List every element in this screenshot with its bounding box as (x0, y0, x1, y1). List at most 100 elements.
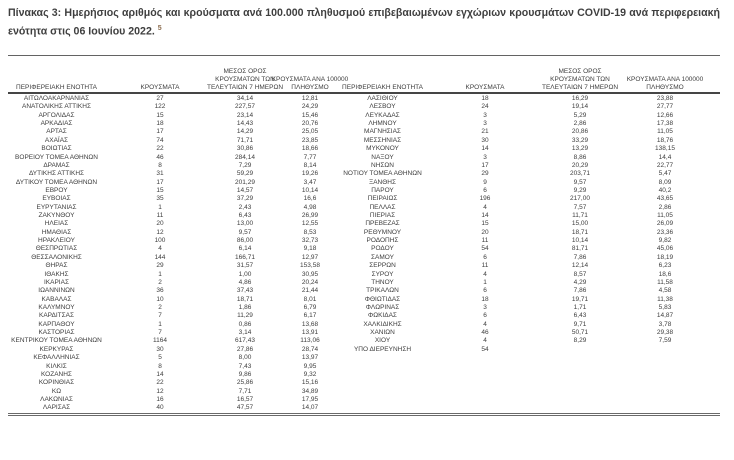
cases-cell-right: 3 (483, 120, 487, 128)
per100k-cell-right (610, 379, 720, 387)
per100k-cell-right: 45,06 (656, 245, 674, 253)
header-avg7-right: ΜΕΣΟΣ ΟΡΟΣ ΚΡΟΥΣΜΑΤΩΝ ΤΩΝ ΤΕΛΕΥΤΑΙΩΝ 7 Η… (541, 68, 619, 91)
per100k-cell-right: 17,38 (656, 120, 674, 128)
cases-cell-left: 22 (156, 379, 164, 387)
per100k-cell-left: 13,97 (301, 354, 319, 362)
cases-cell-right: 4 (483, 337, 487, 345)
per100k-cell-right: 7,59 (658, 337, 672, 345)
per100k-cell-right: 40,2 (658, 186, 672, 194)
table-header-row: ΠΕΡΙΦΕΡΕΙΑΚΗ ΕΝΟΤΗΤΑ ΚΡΟΥΣΜΑΤΑ ΜΕΣΟΣ ΟΡΟ… (8, 56, 720, 94)
cases-cell-right: 11 (481, 237, 489, 245)
region-cell-right: ΡΟΔΟΠΗΣ (366, 237, 399, 245)
cases-cell-left: 27 (156, 95, 164, 102)
avg7-cell-left: 9,57 (238, 228, 252, 236)
cases-cell-right: 196 (479, 195, 491, 203)
region-cell-left: ΛΑΡΙΣΑΣ (42, 404, 71, 412)
cases-cell-left: 74 (156, 136, 164, 144)
cases-cell-right: 6 (483, 186, 487, 194)
cases-cell-right: 21 (481, 128, 489, 136)
cases-cell-right: 24 (481, 103, 489, 111)
cases-cell-left: 11 (156, 212, 164, 220)
per100k-cell-right (610, 363, 720, 371)
region-cell-right (345, 404, 420, 412)
per100k-cell-right: 29,38 (656, 329, 674, 337)
avg7-cell-left: 3,14 (238, 329, 252, 337)
per100k-cell-right (610, 404, 720, 412)
header-avg7-left: ΜΕΣΟΣ ΟΡΟΣ ΚΡΟΥΣΜΑΤΩΝ ΤΩΝ ΤΕΛΕΥΤΑΙΩΝ 7 Η… (206, 68, 284, 91)
per100k-cell-left: 14,07 (301, 404, 319, 412)
region-cell-right: ΛΕΥΚΑΔΑΣ (365, 111, 400, 119)
region-cell-left: ΚΕΝΤΡΙΚΟΥ ΤΟΜΕΑ ΑΘΗΝΩΝ (11, 337, 102, 345)
avg7-cell-left: 37,29 (236, 195, 254, 203)
per100k-cell-left: 17,95 (301, 395, 319, 403)
cases-cell-right: 3 (483, 303, 487, 311)
per100k-cell-left: 12,81 (301, 95, 319, 102)
per100k-cell-right: 43,65 (656, 195, 674, 203)
avg7-cell-right: 11,71 (572, 212, 588, 220)
avg7-cell-left: 14,43 (236, 120, 254, 128)
region-cell-right: ΡΕΘΥΜΝΟΥ (363, 228, 402, 236)
per100k-cell-left: 20,24 (301, 278, 319, 286)
region-cell-left: ΔΥΤΙΚΗΣ ΑΤΤΙΚΗΣ (28, 170, 85, 178)
cases-cell-left: 5 (158, 354, 162, 362)
per100k-cell-left: 30,95 (301, 270, 319, 278)
region-cell-left: ΛΑΚΩΝΙΑΣ (40, 395, 73, 403)
region-cell-right: ΧΑΝΙΩΝ (370, 329, 395, 337)
region-cell-left: ΚΕΦΑΛΛΗΝΙΑΣ (33, 354, 80, 362)
avg7-cell-left: 86,00 (236, 237, 254, 245)
per100k-cell-left: 13,91 (301, 329, 319, 337)
avg7-cell-left: 14,29 (236, 128, 254, 136)
avg7-cell-left: 6,43 (238, 212, 252, 220)
avg7-cell-right: 7,86 (573, 253, 587, 261)
region-cell-left: ΙΘΑΚΗΣ (44, 270, 69, 278)
region-cell-left: ΑΧΑΪΑΣ (44, 136, 69, 144)
per100k-cell-left: 8,53 (303, 228, 317, 236)
per100k-cell-left: 19,26 (301, 170, 319, 178)
per100k-cell-right: 8,09 (658, 178, 672, 186)
avg7-cell-right: 50,71 (571, 329, 589, 337)
table-body: ΑΙΤΩΛΟΑΚΑΡΝΑΝΙΑΣ 27 34,14 12,81 ΛΑΣΙΘΙΟΥ 18 16… (8, 94, 720, 413)
avg7-cell-left: 4,86 (238, 278, 252, 286)
cases-cell-left: 7 (158, 329, 162, 337)
region-cell-right: ΠΕΙΡΑΙΩΣ (367, 195, 398, 203)
avg7-cell-right: 9,57 (573, 178, 587, 186)
cases-cell-right (420, 363, 550, 371)
cases-cell-left: 122 (154, 103, 166, 111)
avg7-cell-right: 33,29 (571, 136, 589, 144)
region-cell-left: ΑΙΤΩΛΟΑΚΑΡΝΑΝΙΑΣ (23, 95, 90, 102)
cases-cell-left: 14 (156, 370, 164, 378)
region-cell-right: ΝΟΤΙΟΥ ΤΟΜΕΑ ΑΘΗΝΩΝ (343, 170, 422, 178)
header-cases-right: ΚΡΟΥΣΜΑΤΑ (465, 84, 505, 91)
per100k-cell-right: 4,58 (658, 287, 672, 295)
region-cell-left: ΙΚΑΡΙΑΣ (44, 278, 69, 286)
table-title: Πίνακας 3: Ημερήσιος αριθμός και κρούσμα… (8, 6, 720, 40)
avg7-cell-right: 20,86 (571, 128, 589, 136)
per100k-cell-left: 16,6 (303, 195, 317, 203)
region-cell-left: ΑΡΤΑΣ (46, 128, 67, 136)
avg7-cell-left: 617,43 (235, 337, 255, 345)
header-per100k-right: ΚΡΟΥΣΜΑΤΑ ΑΝΑ 100000 ΠΛΗΘΥΣΜΟ (626, 76, 704, 91)
region-cell-left: ΚΟΡΙΝΘΙΑΣ (38, 379, 75, 387)
cases-cell-right (420, 379, 550, 387)
per100k-cell-right: 3,78 (658, 320, 672, 328)
cases-cell-left: 46 (156, 153, 164, 161)
cases-cell-left: 1 (158, 320, 162, 328)
per100k-cell-left: 8,01 (303, 295, 317, 303)
per100k-cell-right (610, 346, 720, 354)
avg7-cell-right: 19,14 (571, 103, 589, 111)
cases-cell-left: 4 (158, 245, 162, 253)
per100k-cell-right: 2,86 (658, 203, 672, 211)
per100k-cell-right: 5,47 (658, 170, 672, 178)
cases-cell-right (420, 354, 550, 362)
avg7-cell-left: 59,29 (236, 170, 254, 178)
per100k-cell-right: 5,83 (658, 303, 672, 311)
region-cell-left: ΗΜΑΘΙΑΣ (41, 228, 72, 236)
region-cell-left: ΔΥΤΙΚΟΥ ΤΟΜΕΑ ΑΘΗΝΩΝ (15, 178, 98, 186)
avg7-cell-left: 71,71 (236, 136, 254, 144)
region-cell-right: ΝΗΣΩΝ (371, 161, 394, 169)
avg7-cell-right: 1,71 (573, 303, 587, 311)
cases-cell-right (420, 371, 550, 379)
avg7-cell-right: 6,43 (573, 312, 587, 320)
cases-cell-left: 15 (156, 111, 164, 119)
